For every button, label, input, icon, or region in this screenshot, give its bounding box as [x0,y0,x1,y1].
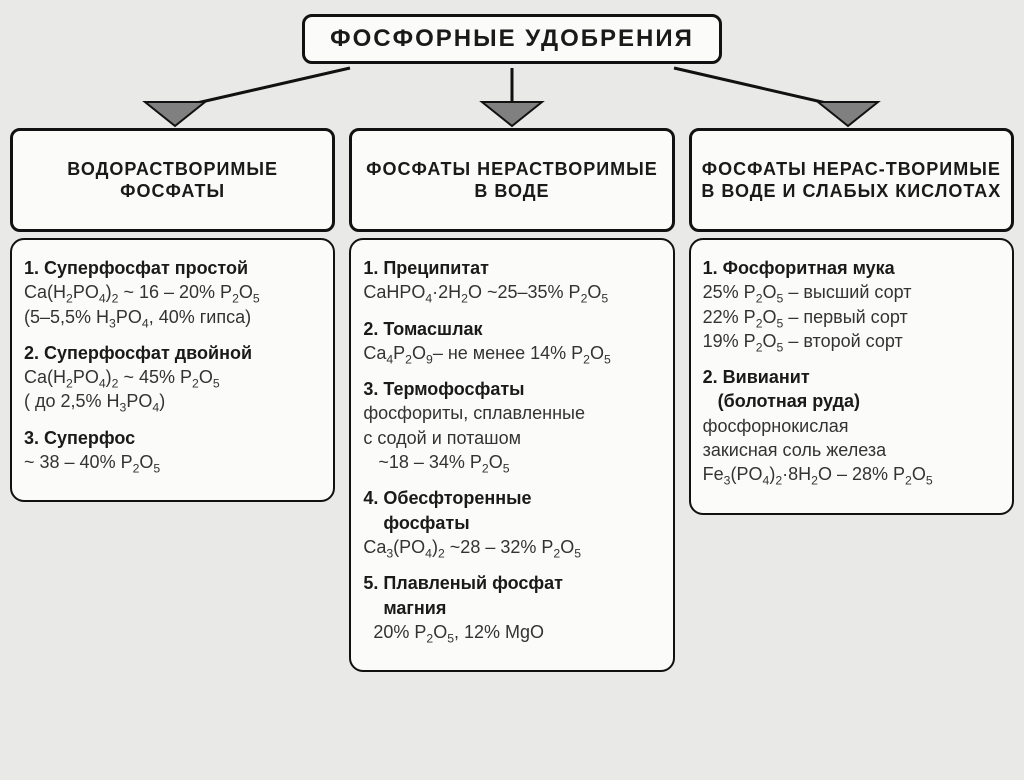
column-1-body: 1. Суперфосфат простойCa(H2PO4)2 ~ 16 – … [10,238,335,502]
root-node: ФОСФОРНЫЕ УДОБРЕНИЯ [302,14,722,64]
column-2: ФОСФАТЫ НЕРАСТВОРИМЫЕ В ВОДЕ 1. Преципит… [349,128,674,672]
item-title: 3. Термофосфаты [363,377,660,401]
list-item: 2. ТомасшлакCa4P2O9– не менее 14% P2O5 [363,317,660,366]
item-body: Ca(H2PO4)2 ~ 16 – 20% P2O5(5–5,5% H3PO4,… [24,280,321,329]
item-body: ~ 38 – 40% P2O5 [24,450,321,474]
item-body: 20% P2O5, 12% MgO [363,620,660,644]
list-item: 4. Обесфторенные фосфатыCa3(PO4)2 ~28 – … [363,486,660,559]
column-1: ВОДОРАСТВОРИМЫЕ ФОСФАТЫ 1. Суперфосфат п… [10,128,335,502]
list-item: 1. Суперфосфат простойCa(H2PO4)2 ~ 16 – … [24,256,321,329]
list-item: 2. Вивианит (болотная руда)фосфорнокисла… [703,365,1000,486]
list-item: 1. ПреципитатCaHPO4·2H2O ~25–35% P2O5 [363,256,660,305]
column-1-heading: ВОДОРАСТВОРИМЫЕ ФОСФАТЫ [10,128,335,232]
list-item: 2. Суперфосфат двойнойCa(H2PO4)2 ~ 45% P… [24,341,321,414]
connector-svg [10,64,1014,128]
column-3-heading: ФОСФАТЫ НЕРАС-ТВОРИМЫЕ В ВОДЕ И СЛАБЫХ К… [689,128,1014,232]
list-item: 5. Плавленый фосфат магния 20% P2O5, 12%… [363,571,660,644]
column-2-heading: ФОСФАТЫ НЕРАСТВОРИМЫЕ В ВОДЕ [349,128,674,232]
item-body: Ca(H2PO4)2 ~ 45% P2O5( до 2,5% H3PO4) [24,365,321,414]
item-body: Ca3(PO4)2 ~28 – 32% P2O5 [363,535,660,559]
item-body: CaHPO4·2H2O ~25–35% P2O5 [363,280,660,304]
columns-row: ВОДОРАСТВОРИМЫЕ ФОСФАТЫ 1. Суперфосфат п… [10,128,1014,672]
item-title: 2. Вивианит (болотная руда) [703,365,1000,414]
item-title: 2. Томасшлак [363,317,660,341]
item-title: 1. Преципитат [363,256,660,280]
item-title: 1. Суперфосфат простой [24,256,321,280]
item-title: 1. Фосфоритная мука [703,256,1000,280]
connector-area [10,64,1014,128]
item-body: фосфориты, сплавленныес содой и поташом … [363,401,660,474]
item-title: 3. Суперфос [24,426,321,450]
item-body: фосфорнокислаязакисная соль железаFe3(PO… [703,414,1000,487]
column-2-body: 1. ПреципитатCaHPO4·2H2O ~25–35% P2O5 2. … [349,238,674,672]
list-item: 3. Термофосфатыфосфориты, сплавленныес с… [363,377,660,474]
list-item: 3. Суперфос~ 38 – 40% P2O5 [24,426,321,475]
item-body: Ca4P2O9– не менее 14% P2O5 [363,341,660,365]
item-body: 25% P2O5 – высший сорт22% P2O5 – первый … [703,280,1000,353]
item-title: 5. Плавленый фосфат магния [363,571,660,620]
item-title: 4. Обесфторенные фосфаты [363,486,660,535]
item-title: 2. Суперфосфат двойной [24,341,321,365]
column-3-body: 1. Фосфоритная мука25% P2O5 – высший сор… [689,238,1014,515]
list-item: 1. Фосфоритная мука25% P2O5 – высший сор… [703,256,1000,353]
column-3: ФОСФАТЫ НЕРАС-ТВОРИМЫЕ В ВОДЕ И СЛАБЫХ К… [689,128,1014,515]
